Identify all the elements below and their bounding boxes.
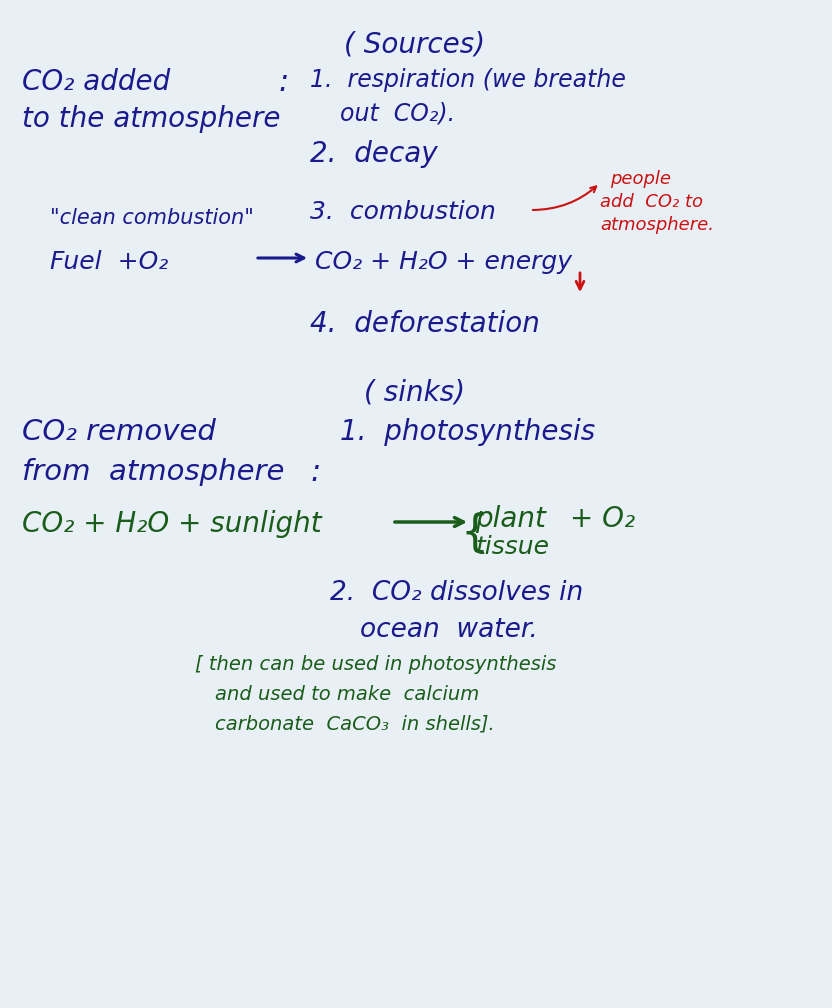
Text: people: people: [610, 170, 671, 188]
Text: tissue: tissue: [475, 535, 549, 559]
Text: 4.  deforestation: 4. deforestation: [310, 310, 540, 338]
Text: to the atmosphere: to the atmosphere: [22, 105, 280, 133]
Text: CO₂ removed: CO₂ removed: [22, 418, 215, 446]
Text: 1.  photosynthesis: 1. photosynthesis: [340, 418, 595, 446]
Text: "clean combustion": "clean combustion": [50, 208, 254, 228]
Text: 2.  decay: 2. decay: [310, 140, 438, 168]
Text: from  atmosphere: from atmosphere: [22, 458, 285, 486]
Text: 2.  CO₂ dissolves in: 2. CO₂ dissolves in: [330, 580, 583, 606]
Text: {: {: [460, 512, 488, 555]
Text: + O₂: + O₂: [570, 505, 635, 533]
Text: 3.  combustion: 3. combustion: [310, 200, 496, 224]
Text: plant: plant: [475, 505, 546, 533]
Text: out  CO₂).: out CO₂).: [340, 102, 455, 126]
Text: ( Sources): ( Sources): [344, 30, 486, 58]
Text: and used to make  calcium: and used to make calcium: [215, 685, 479, 704]
Text: carbonate  CaCO₃  in shells].: carbonate CaCO₃ in shells].: [215, 715, 495, 734]
Text: CO₂ added: CO₂ added: [22, 68, 171, 96]
Text: Fuel  +O₂: Fuel +O₂: [50, 250, 168, 274]
Text: add  CO₂ to: add CO₂ to: [600, 193, 703, 211]
Text: :: :: [278, 68, 288, 97]
Text: ocean  water.: ocean water.: [360, 617, 537, 643]
Text: 1.  respiration (we breathe: 1. respiration (we breathe: [310, 68, 626, 92]
Text: CO₂ + H₂O + energy: CO₂ + H₂O + energy: [315, 250, 572, 274]
Text: [ then can be used in photosynthesis: [ then can be used in photosynthesis: [195, 655, 557, 674]
Text: CO₂ + H₂O + sunlight: CO₂ + H₂O + sunlight: [22, 510, 322, 538]
Text: atmosphere.: atmosphere.: [600, 216, 714, 234]
Text: ( sinks): ( sinks): [364, 378, 466, 406]
Text: :: :: [310, 458, 320, 487]
